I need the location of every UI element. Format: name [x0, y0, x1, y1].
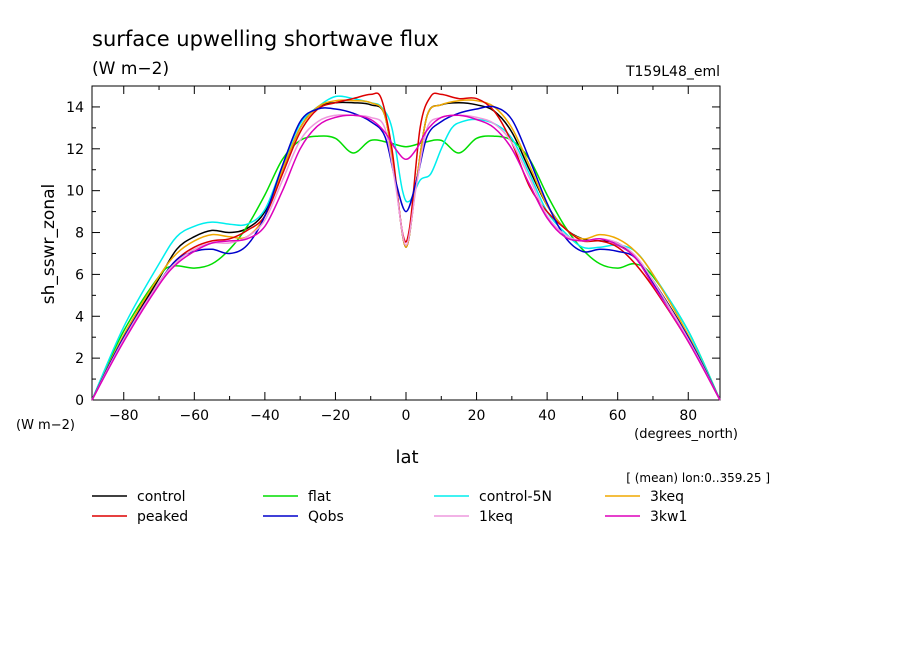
- x-axis-units: (degrees_north): [634, 427, 738, 442]
- legend-label-3kw1: 3kw1: [650, 509, 687, 525]
- x-tick-label-4: 0: [402, 408, 411, 424]
- x-tick-label-0: −80: [109, 408, 139, 424]
- series-line-flat: [91, 135, 721, 401]
- legend-label-3keq: 3keq: [650, 489, 684, 505]
- series-line-control-5n: [91, 95, 721, 401]
- series-line-3kw1: [91, 114, 721, 401]
- y-tick-label-0: 0: [75, 393, 84, 409]
- y-tick-label-4: 8: [75, 226, 84, 242]
- legend-label-flat: flat: [308, 489, 331, 505]
- y-tick-label-5: 10: [66, 184, 84, 200]
- y-tick-label-7: 14: [66, 100, 84, 116]
- y-tick-label-3: 6: [75, 267, 84, 283]
- legend-label-1keq: 1keq: [479, 509, 513, 525]
- legend-label-peaked: peaked: [137, 509, 188, 525]
- legend-label-qobs: Qobs: [308, 509, 344, 525]
- x-tick-label-6: 40: [538, 408, 556, 424]
- y-tick-label-2: 4: [75, 309, 84, 325]
- x-tick-label-5: 20: [468, 408, 486, 424]
- y-axis-label: sh_sswr_zonal: [39, 184, 59, 304]
- legend: control flat control-5N 3keq peaked Qobs 1keq 3…: [92, 489, 687, 525]
- legend-label-control: control: [137, 489, 186, 505]
- subset-note: [ (mean) lon:0..359.25 ]: [626, 471, 770, 485]
- x-tick-label-2: −40: [250, 408, 280, 424]
- series-lines: [91, 92, 721, 401]
- series-line-qobs: [91, 105, 721, 401]
- x-axis-label: lat: [395, 447, 418, 468]
- x-axis-ticks: −80 −60 −40 −20 0 20 40 60 80: [109, 86, 697, 424]
- y-axis-units: (W m−2): [16, 418, 75, 433]
- x-tick-label-3: −20: [321, 408, 351, 424]
- chart-units: (W m−2): [92, 59, 169, 79]
- x-tick-label-8: 80: [679, 408, 697, 424]
- legend-label-control-5n: control-5N: [479, 489, 552, 505]
- x-tick-label-7: 60: [609, 408, 627, 424]
- run-label: T159L48_eml: [625, 64, 720, 80]
- y-tick-label-1: 2: [75, 351, 84, 367]
- y-tick-label-6: 12: [66, 142, 84, 158]
- y-axis-ticks: 0 2 4 6 8 10 12 14: [66, 100, 720, 409]
- chart-title: surface upwelling shortwave flux: [92, 27, 439, 51]
- x-tick-label-1: −60: [180, 408, 210, 424]
- series-line-3keq: [91, 99, 721, 401]
